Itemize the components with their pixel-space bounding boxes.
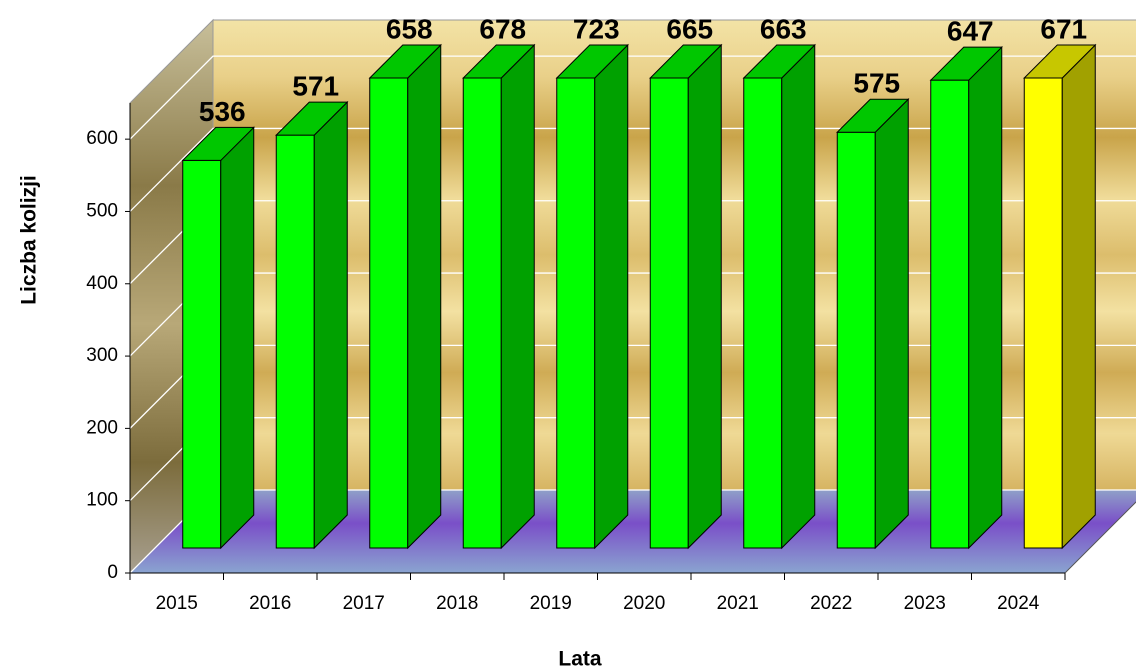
x-tick-label: 2021 [717,593,759,614]
y-tick-label: 200 [86,417,118,438]
x-tick-label: 2023 [904,593,946,614]
bar-top [836,98,910,133]
value-label: 665 [666,13,713,44]
bar-top [929,46,1003,81]
grid-line [129,127,1136,212]
grid-line [129,55,1136,140]
value-label: 723 [573,13,620,44]
bar [742,43,816,550]
value-label: 536 [199,96,246,127]
y-tick-label: 300 [86,345,118,366]
bar-side [594,43,629,550]
y-tick-label: 100 [86,490,118,511]
bar-side [313,100,348,550]
bar-top [555,44,629,79]
bar [649,43,723,550]
bar-front [462,77,502,549]
bar [836,98,910,550]
bar-top [742,44,816,79]
bar-front [743,77,783,549]
bar-front [1023,77,1063,549]
bar [462,43,536,550]
bar [929,45,1003,550]
bar-side [874,98,909,550]
value-label: 658 [386,13,433,44]
bar-side [407,43,442,550]
value-label: 663 [760,13,807,44]
x-tick-label: 2015 [156,593,198,614]
x-tick-label: 2024 [997,593,1040,614]
bar-side [687,43,722,550]
bar-top [181,126,255,161]
bar-front [556,77,596,549]
value-label: 575 [853,68,900,99]
bar-front [369,77,409,549]
bar [275,100,349,550]
x-tick-label: 2017 [343,593,385,614]
bar-front [275,134,315,549]
bar [1023,43,1097,550]
x-tick-label: 2019 [530,593,572,614]
y-tick-label: 600 [86,128,118,149]
bar-side [781,43,816,550]
bar-front [182,159,222,549]
bar-top [368,44,442,79]
x-axis-label: Lata [558,648,602,671]
y-tick-label: 400 [86,273,118,294]
x-tick-label: 2020 [623,593,665,614]
bar-side [220,126,255,550]
y-axis-label: Liczba kolizji [18,175,41,305]
x-tick-label: 2018 [436,593,478,614]
value-label: 678 [479,13,526,44]
bar-side [968,45,1003,550]
value-label: 647 [947,16,994,47]
bar-front [930,79,970,549]
bar-top [649,44,723,79]
x-tick-label: 2016 [249,593,291,614]
bar-top [462,44,536,79]
value-label: 671 [1040,13,1087,44]
x-tick-label: 2022 [810,593,852,614]
bar-top [1023,44,1097,79]
bar-side [1061,43,1096,550]
bar [555,43,629,550]
bar-front [649,77,689,549]
bar-top [275,101,349,136]
value-label: 571 [292,71,339,102]
bar-front [836,131,876,549]
bar-side [500,43,535,550]
y-tick-label: 500 [86,200,118,221]
bar [181,126,255,550]
bar [368,43,442,550]
y-tick-label: 0 [107,562,118,583]
